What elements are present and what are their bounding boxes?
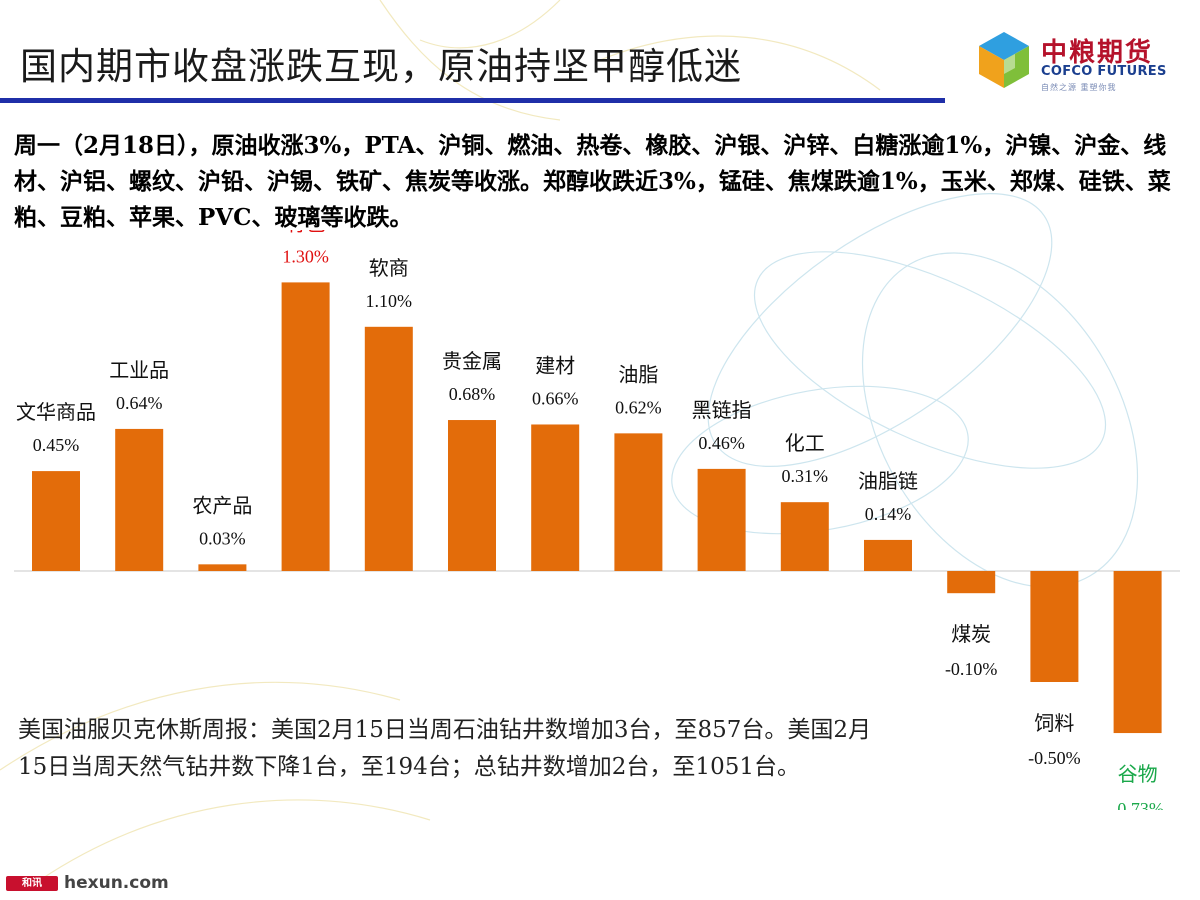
category-label: 农产品 (192, 493, 252, 517)
bar (1113, 571, 1162, 734)
data-label: 0.45% (33, 435, 80, 455)
category-label: 油脂 (618, 362, 658, 386)
bar (198, 564, 247, 571)
page-title: 国内期市收盘涨跌互现，原油持坚甲醇低迷 (20, 45, 742, 88)
data-label: 1.30% (282, 246, 329, 266)
bar (364, 326, 413, 571)
category-label: 文华商品 (16, 400, 96, 424)
title-underline (0, 98, 945, 103)
category-label: 煤炭 (951, 622, 991, 646)
hexun-mark-icon: 和讯 (6, 876, 58, 891)
data-label: 0.68% (449, 384, 496, 404)
data-label: -0.10% (945, 659, 998, 679)
data-label: 1.10% (366, 291, 413, 311)
category-label: 饲料 (1034, 711, 1074, 735)
category-label: 贵金属 (442, 349, 502, 373)
bar (697, 468, 746, 571)
cofco-logo: 中粮期货 COFCO FUTURES 自然之源 重塑你我 (975, 28, 1175, 98)
category-label: 黑链指 (692, 398, 752, 422)
rig-count-note: 美国油服贝克休斯周报：美国2月15日当周石油钻井数增加3台，至857台。美国2月… (18, 717, 872, 780)
bar (115, 428, 164, 571)
data-label: 0.64% (116, 393, 163, 413)
data-label: -0.50% (1028, 748, 1081, 768)
category-label: 工业品 (109, 358, 169, 382)
logo-english-name: COFCO FUTURES (1041, 64, 1167, 79)
bar (281, 282, 330, 571)
bar (864, 539, 912, 571)
bar (531, 424, 580, 571)
category-label: 有色 (286, 230, 326, 235)
footer-brand-text: hexun.com (64, 873, 169, 893)
category-label: 油脂链 (858, 469, 918, 493)
data-label: 0.66% (532, 388, 579, 408)
bar (780, 502, 829, 571)
bar (1030, 571, 1079, 682)
data-label: 0.62% (615, 397, 662, 417)
category-label: 建材 (535, 353, 575, 377)
category-label: 软商 (369, 256, 409, 280)
data-label: 0.46% (698, 433, 745, 453)
logo-tagline: 自然之源 重塑你我 (1041, 83, 1117, 92)
data-label: 0.03% (199, 528, 246, 548)
footer-brand: 和讯 hexun.com (6, 873, 169, 895)
data-label: 0.31% (782, 466, 829, 486)
market-summary: 周一（2月18日），原油收涨3%，PTA、沪铜、燃油、热卷、橡胶、沪银、沪锌、白… (14, 132, 1171, 231)
bar (448, 420, 496, 571)
category-label: 化工 (785, 431, 825, 455)
data-label: -0.73% (1111, 799, 1164, 810)
bar (947, 571, 996, 594)
bar (614, 433, 663, 571)
data-label: 0.14% (865, 504, 912, 524)
cube-logo-icon (979, 32, 1029, 88)
bar (32, 471, 80, 571)
category-label: 谷物 (1118, 762, 1158, 786)
logo-chinese-name: 中粮期货 (1041, 38, 1154, 68)
sector-change-bar-chart: 文华商品 0.45% 工业品 0.64% 农产品 0.03% 有色 1.30% 软商 1.10% 贵… (14, 230, 1180, 810)
